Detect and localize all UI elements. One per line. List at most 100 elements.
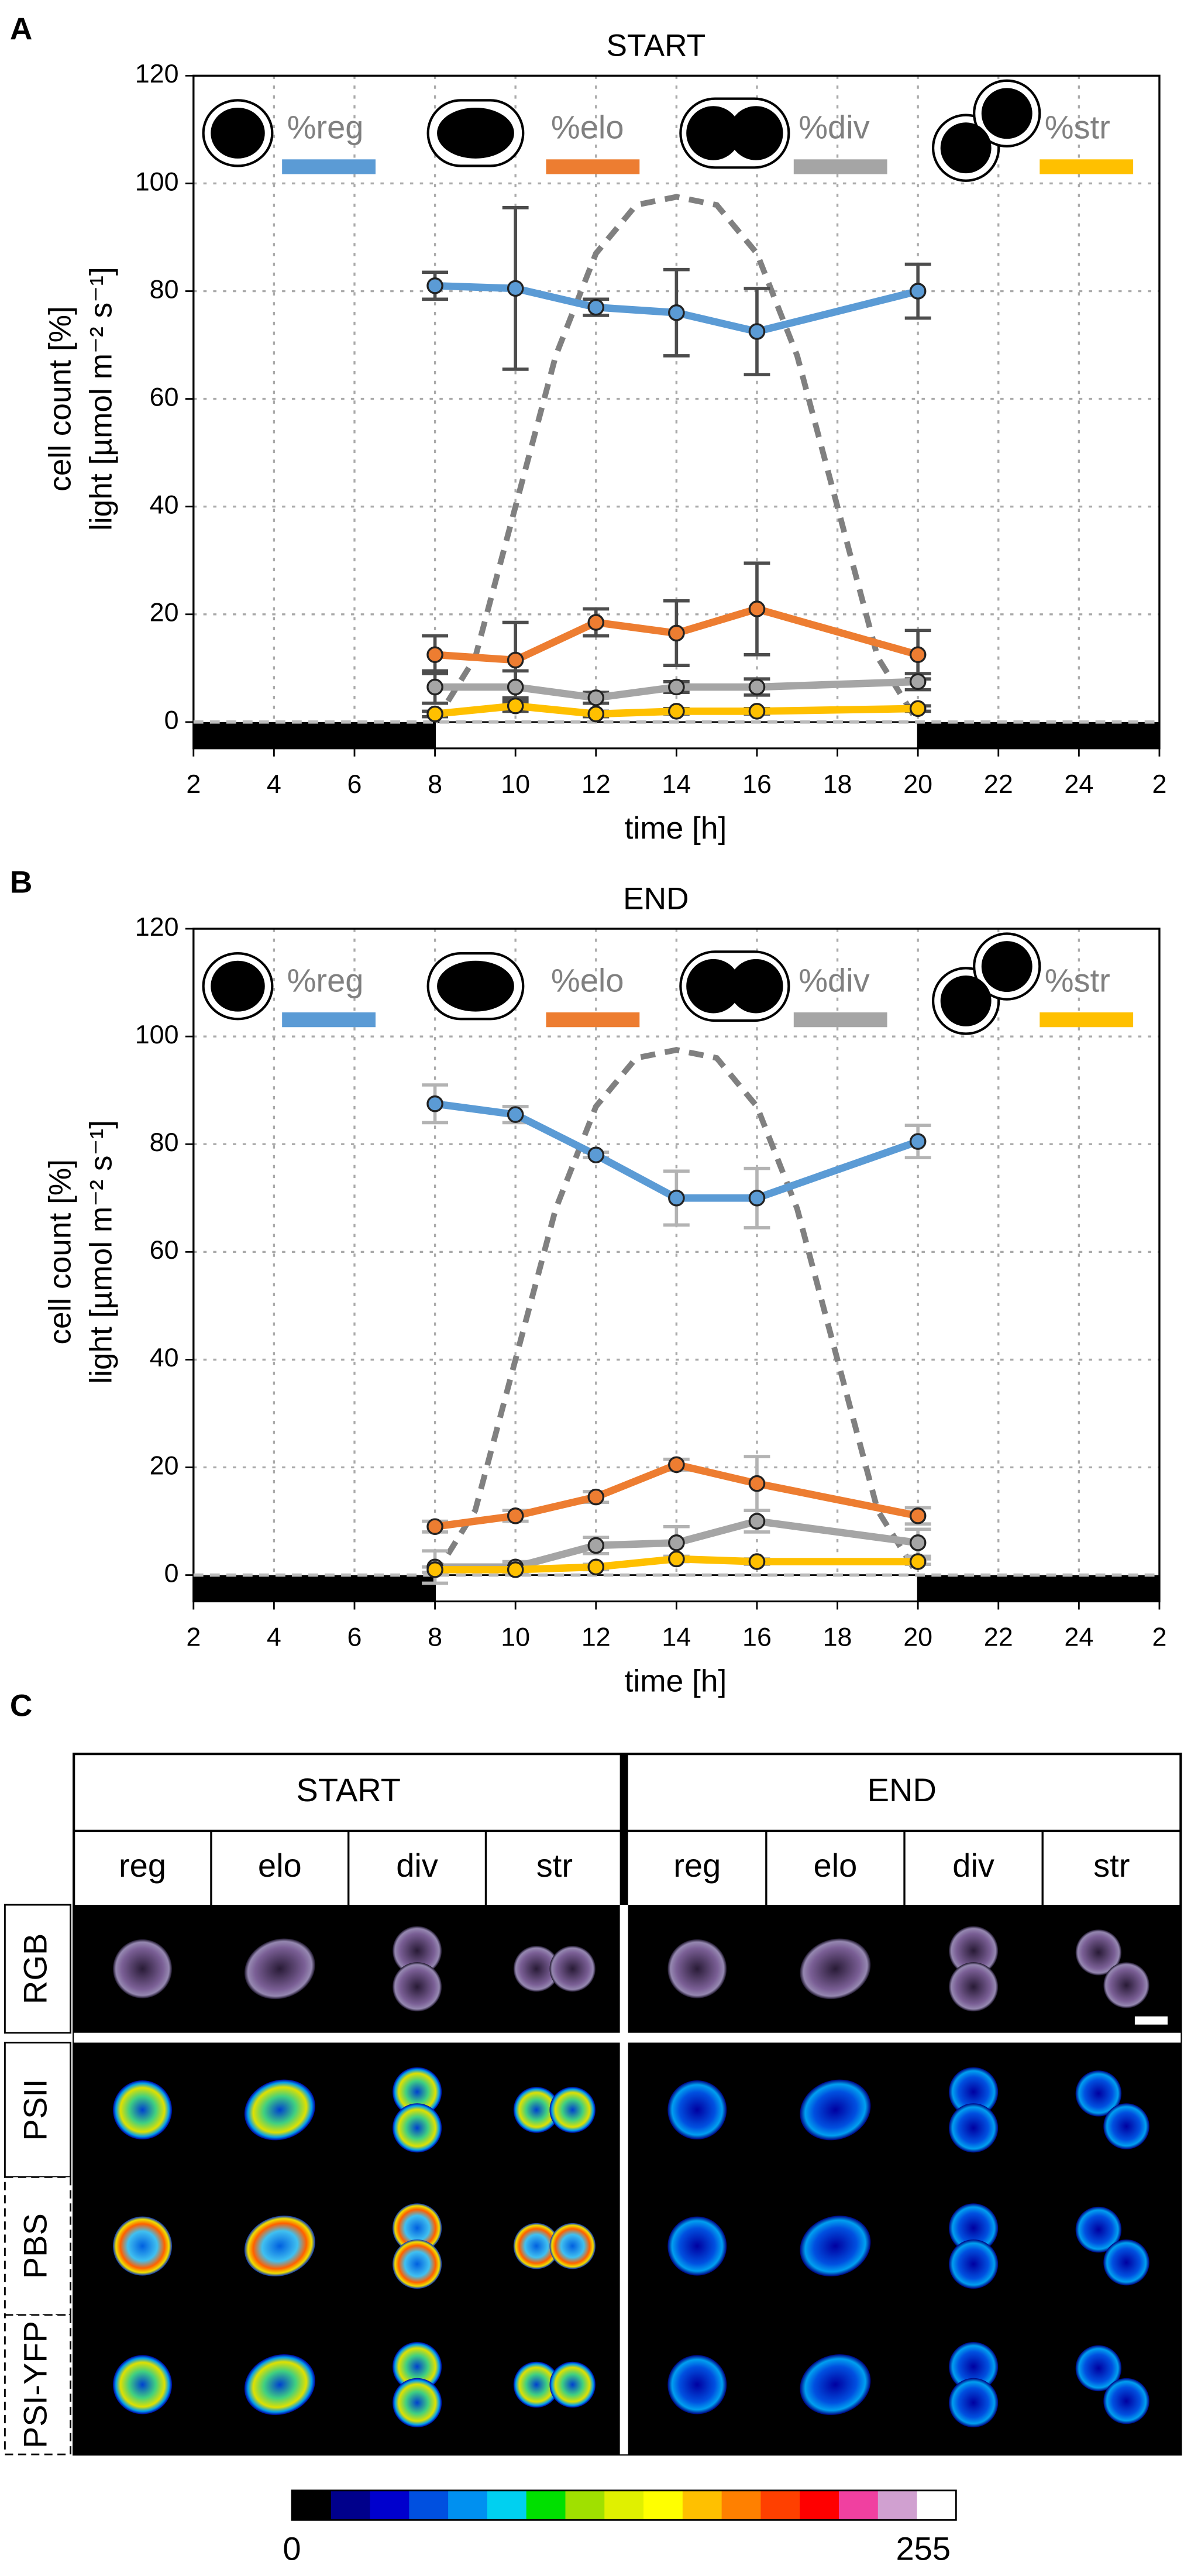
- cell-icon: [931, 79, 1041, 182]
- cell: [1103, 1962, 1149, 2008]
- cell-image: [393, 2067, 442, 2153]
- column-header: reg: [119, 1847, 166, 1884]
- y-tick-label: 60: [150, 1235, 179, 1265]
- y-tick-label: 120: [135, 912, 179, 942]
- cell: [393, 2203, 442, 2253]
- legend-label: %str: [1045, 109, 1110, 146]
- cell-image: [1075, 2070, 1149, 2149]
- colorbar-swatch: [760, 2490, 801, 2520]
- cell: [667, 2355, 727, 2414]
- colorbar-swatch: [838, 2490, 879, 2520]
- data-point: [909, 700, 927, 717]
- cell-image: [113, 2355, 172, 2414]
- column-header: reg: [673, 1847, 721, 1884]
- row-label: PSI-YFP: [16, 2321, 53, 2448]
- x-tick-label: 24: [1064, 1622, 1093, 1652]
- data-point: [426, 705, 443, 723]
- colorbar-swatch: [604, 2490, 644, 2520]
- cell: [113, 2216, 172, 2276]
- x-tick-label: 22: [984, 1622, 1013, 1652]
- data-point: [748, 1189, 766, 1207]
- column-header: str: [1093, 1847, 1130, 1884]
- cell-body: [940, 122, 992, 174]
- legend-swatch: [793, 1012, 887, 1028]
- cell: [393, 2067, 442, 2117]
- cell: [800, 2216, 871, 2277]
- legend-swatch: [282, 1012, 376, 1028]
- cell-image: [513, 2223, 596, 2269]
- data-point: [426, 1561, 443, 1578]
- colorbar-swatch: [565, 2490, 605, 2520]
- x-tick-label: 12: [581, 769, 611, 799]
- column-header: elo: [814, 1847, 858, 1884]
- cell: [1103, 2378, 1149, 2424]
- data-point: [507, 280, 524, 297]
- cell: [513, 2087, 560, 2133]
- legend-label: %div: [798, 109, 869, 146]
- y-axis-label: cell count [%]: [43, 306, 78, 492]
- data-point: [748, 1513, 766, 1530]
- column-header: elo: [258, 1847, 302, 1884]
- y-axis-label: cell count [%]: [43, 1159, 78, 1345]
- x-tick-label: 16: [742, 769, 772, 799]
- data-point: [668, 678, 685, 696]
- y-tick-label: 0: [164, 1558, 179, 1588]
- x-axis-label: time [h]: [625, 1664, 727, 1699]
- cell-image: [667, 2080, 727, 2139]
- night-bar: [193, 1575, 435, 1602]
- cell: [393, 2239, 442, 2289]
- x-tick-label: 14: [662, 769, 691, 799]
- cell-image: [244, 2079, 315, 2141]
- data-point: [909, 1553, 927, 1570]
- colorbar-min-label: 0: [283, 2530, 301, 2567]
- cell-image: [949, 2342, 999, 2427]
- cell: [800, 2354, 871, 2415]
- night-bar: [918, 1575, 1159, 1602]
- cell: [1103, 2239, 1149, 2286]
- cell: [549, 1946, 596, 1992]
- x-tick-label: 14: [662, 1622, 691, 1652]
- row-label: RGB: [16, 1933, 53, 2004]
- legend-label: %elo: [551, 109, 624, 146]
- legend-swatch: [1040, 159, 1134, 174]
- x-tick-label: 18: [823, 769, 852, 799]
- y-tick-label: 20: [150, 1450, 179, 1480]
- data-point: [426, 277, 443, 294]
- row-label: PSII: [16, 2079, 53, 2141]
- legend-swatch: [793, 159, 887, 174]
- cell: [393, 2378, 442, 2427]
- x-tick-label: 24: [1064, 769, 1093, 799]
- colorbar-swatch: [526, 2490, 566, 2520]
- cell: [949, 1926, 999, 1976]
- legend-swatch: [1040, 1012, 1134, 1028]
- cell: [667, 2216, 727, 2276]
- y-tick-label: 80: [150, 1127, 179, 1157]
- cell-image: [800, 2079, 871, 2141]
- series-line: [435, 1555, 918, 1574]
- cell-image: [800, 2354, 871, 2415]
- x-tick-label: 20: [903, 1622, 932, 1652]
- data-point: [587, 1146, 605, 1163]
- column-header: div: [952, 1847, 994, 1884]
- data-point: [668, 624, 685, 642]
- y-tick-label: 80: [150, 274, 179, 304]
- cell: [800, 1938, 871, 2000]
- row-label-box: [4, 2314, 71, 2455]
- colorbar-swatch: [917, 2490, 957, 2520]
- y-tick-label: 0: [164, 705, 179, 735]
- x-tick-label: 12: [581, 1622, 611, 1652]
- cell: [1075, 1929, 1122, 1976]
- cell-image: [949, 2203, 999, 2289]
- cell: [1075, 2345, 1122, 2392]
- data-point: [668, 703, 685, 720]
- data-point: [748, 703, 766, 720]
- data-point: [587, 298, 605, 316]
- data-point: [909, 1534, 927, 1551]
- cell-image: [113, 2216, 172, 2276]
- cell-image: [667, 2355, 727, 2414]
- series-line: [435, 282, 919, 336]
- data-point: [426, 678, 443, 696]
- legend-label: %div: [798, 961, 869, 998]
- y-tick-label: 120: [135, 59, 179, 88]
